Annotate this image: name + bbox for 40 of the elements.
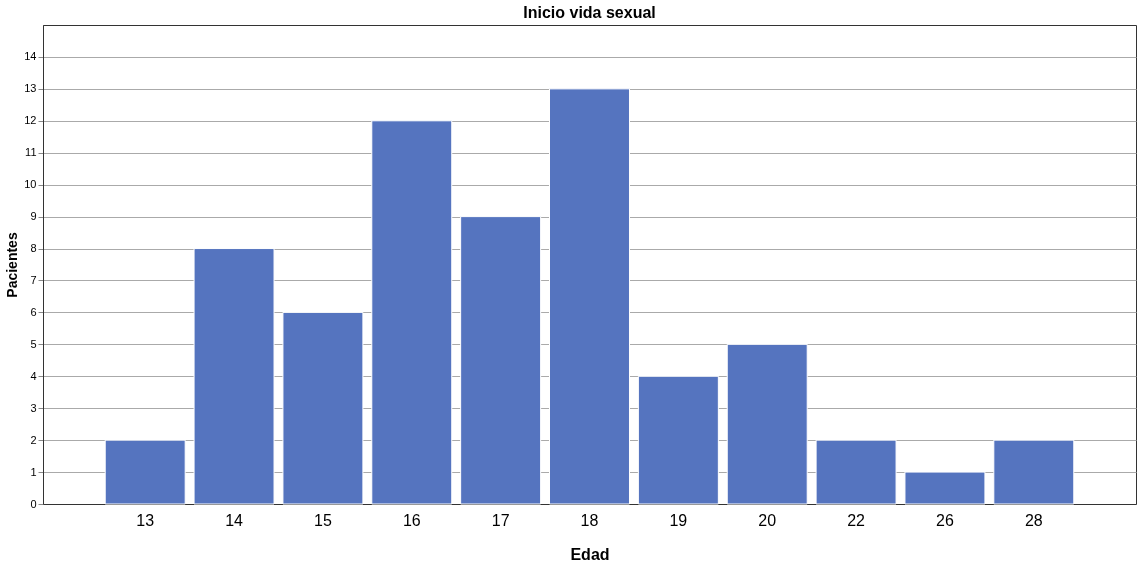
y-tick-label: 2 xyxy=(30,433,37,446)
y-tick-label: 7 xyxy=(30,273,37,286)
bar xyxy=(637,375,719,505)
bar xyxy=(282,311,364,505)
y-tick-label: 14 xyxy=(24,50,37,63)
x-tick-label: 20 xyxy=(758,511,777,529)
x-tick-label: 15 xyxy=(314,511,332,529)
y-tick-label: 13 xyxy=(24,82,37,95)
y-tick-label: 1 xyxy=(30,465,37,478)
x-tick-label: 16 xyxy=(402,511,421,529)
y-tick-label: 11 xyxy=(25,146,37,159)
bar xyxy=(193,248,275,505)
x-tick-label: 14 xyxy=(225,511,244,529)
bar xyxy=(904,471,986,505)
chart-title: Inicio vida sexual xyxy=(523,4,656,21)
y-tick-label: 4 xyxy=(30,369,37,382)
x-axis-title: Edad xyxy=(570,545,610,563)
y-tick-label: 9 xyxy=(30,210,37,223)
x-tick-label: 17 xyxy=(491,511,510,529)
y-tick-label: 8 xyxy=(30,242,37,255)
bar xyxy=(104,439,186,505)
bar xyxy=(549,88,630,505)
y-axis-title: Pacientes xyxy=(4,232,21,298)
bar xyxy=(371,120,453,505)
y-tick-label: 3 xyxy=(30,401,37,414)
bar xyxy=(815,439,897,505)
x-tick-label: 19 xyxy=(669,511,688,529)
x-tick-label: 18 xyxy=(580,511,599,529)
bar xyxy=(993,439,1075,505)
x-tick-label: 28 xyxy=(1024,511,1043,529)
x-tick-label: 26 xyxy=(936,511,954,529)
y-tick-label: 10 xyxy=(24,178,37,191)
bar xyxy=(726,343,808,505)
y-tick-label: 5 xyxy=(30,337,37,350)
x-tick-label: 13 xyxy=(136,511,155,529)
y-tick-label: 0 xyxy=(30,497,37,510)
bar xyxy=(460,216,542,505)
y-tick-label: 12 xyxy=(24,114,37,127)
x-tick-label: 22 xyxy=(847,511,866,529)
y-tick-label: 6 xyxy=(30,305,37,318)
